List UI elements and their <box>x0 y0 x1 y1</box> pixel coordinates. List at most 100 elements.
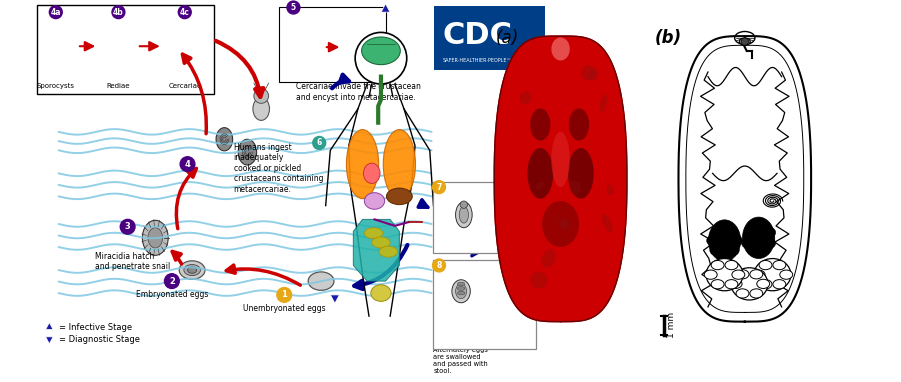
Ellipse shape <box>759 280 772 289</box>
Text: Humans ingest
inadequately
cooked or pickled
crustaceans containing
metacercaria: Humans ingest inadequately cooked or pic… <box>233 143 323 194</box>
Ellipse shape <box>346 129 378 199</box>
Polygon shape <box>495 36 627 322</box>
Ellipse shape <box>729 279 742 288</box>
Ellipse shape <box>773 261 786 270</box>
Ellipse shape <box>742 238 755 249</box>
Ellipse shape <box>527 148 553 199</box>
Text: CDC: CDC <box>442 21 513 50</box>
Ellipse shape <box>48 36 60 44</box>
Ellipse shape <box>383 129 415 199</box>
Ellipse shape <box>184 264 200 275</box>
Circle shape <box>287 1 300 14</box>
Ellipse shape <box>531 272 548 288</box>
Ellipse shape <box>729 235 742 246</box>
Ellipse shape <box>216 128 232 151</box>
Ellipse shape <box>363 163 380 183</box>
Ellipse shape <box>736 270 749 279</box>
Circle shape <box>313 136 325 149</box>
Ellipse shape <box>756 245 769 256</box>
Circle shape <box>50 6 62 19</box>
Text: Excyst in
duodenum: Excyst in duodenum <box>487 198 528 218</box>
Ellipse shape <box>551 132 569 187</box>
Ellipse shape <box>600 94 607 112</box>
Polygon shape <box>46 322 53 329</box>
Ellipse shape <box>238 139 257 165</box>
Ellipse shape <box>705 270 717 279</box>
Text: 3: 3 <box>124 222 131 231</box>
Ellipse shape <box>602 214 613 232</box>
Ellipse shape <box>345 37 367 57</box>
Ellipse shape <box>294 37 321 57</box>
Ellipse shape <box>740 38 751 45</box>
Ellipse shape <box>142 220 168 255</box>
Ellipse shape <box>710 245 724 256</box>
Ellipse shape <box>519 92 532 104</box>
Circle shape <box>112 6 125 19</box>
Text: (b): (b) <box>654 29 682 47</box>
Ellipse shape <box>731 268 768 300</box>
Ellipse shape <box>569 108 589 141</box>
Text: SAFER·HEALTHIER·PEOPLE™: SAFER·HEALTHIER·PEOPLE™ <box>443 58 513 63</box>
Ellipse shape <box>371 285 391 301</box>
Ellipse shape <box>773 280 786 289</box>
FancyBboxPatch shape <box>432 260 536 349</box>
Ellipse shape <box>109 25 128 64</box>
Ellipse shape <box>364 193 385 209</box>
Ellipse shape <box>750 270 763 279</box>
Ellipse shape <box>530 108 551 141</box>
Ellipse shape <box>114 33 123 52</box>
Ellipse shape <box>754 259 791 291</box>
Polygon shape <box>46 337 53 344</box>
FancyBboxPatch shape <box>432 181 517 253</box>
Circle shape <box>355 32 406 84</box>
Ellipse shape <box>568 148 594 199</box>
Ellipse shape <box>178 35 191 53</box>
Ellipse shape <box>452 280 470 303</box>
Ellipse shape <box>717 249 732 260</box>
Text: 2: 2 <box>168 277 175 286</box>
Text: Cercariae invade the crustacean
and encyst into metacercariae.: Cercariae invade the crustacean and ency… <box>296 82 421 102</box>
Text: 8: 8 <box>436 261 441 270</box>
Ellipse shape <box>458 286 465 290</box>
Text: = Diagnostic Stage: = Diagnostic Stage <box>59 335 141 344</box>
Circle shape <box>460 201 468 208</box>
Ellipse shape <box>458 291 465 295</box>
Ellipse shape <box>750 289 763 298</box>
Ellipse shape <box>711 280 724 289</box>
Ellipse shape <box>725 261 738 270</box>
Ellipse shape <box>364 228 383 239</box>
Ellipse shape <box>706 235 721 246</box>
Text: = Infective Stage: = Infective Stage <box>59 323 132 332</box>
Ellipse shape <box>551 37 569 60</box>
Ellipse shape <box>725 245 739 256</box>
Circle shape <box>742 38 749 45</box>
Text: (a): (a) <box>496 29 519 47</box>
Text: Cercariae: Cercariae <box>168 83 202 89</box>
Ellipse shape <box>732 270 745 279</box>
Ellipse shape <box>173 25 196 60</box>
Text: 4: 4 <box>185 160 190 168</box>
Ellipse shape <box>560 219 571 230</box>
Polygon shape <box>331 295 340 303</box>
Text: 6: 6 <box>316 138 322 147</box>
Ellipse shape <box>456 284 467 299</box>
Ellipse shape <box>762 227 776 238</box>
Ellipse shape <box>50 44 62 51</box>
Circle shape <box>254 89 268 104</box>
Ellipse shape <box>148 228 163 248</box>
Text: 4b: 4b <box>113 8 123 17</box>
Ellipse shape <box>387 188 413 205</box>
Text: 7: 7 <box>436 183 441 192</box>
Ellipse shape <box>458 282 465 286</box>
Circle shape <box>432 181 445 194</box>
Ellipse shape <box>759 261 772 270</box>
Ellipse shape <box>779 270 793 279</box>
Circle shape <box>120 219 135 234</box>
Ellipse shape <box>736 289 749 298</box>
Ellipse shape <box>558 217 569 229</box>
Ellipse shape <box>361 37 400 65</box>
Text: Adults in cystic
cavities in lungs
lay eggs which
are excreted
in sputum.
Altern: Adults in cystic cavities in lungs lay e… <box>433 311 488 374</box>
Ellipse shape <box>762 238 776 249</box>
FancyBboxPatch shape <box>278 6 387 82</box>
Text: 1: 1 <box>281 290 287 299</box>
